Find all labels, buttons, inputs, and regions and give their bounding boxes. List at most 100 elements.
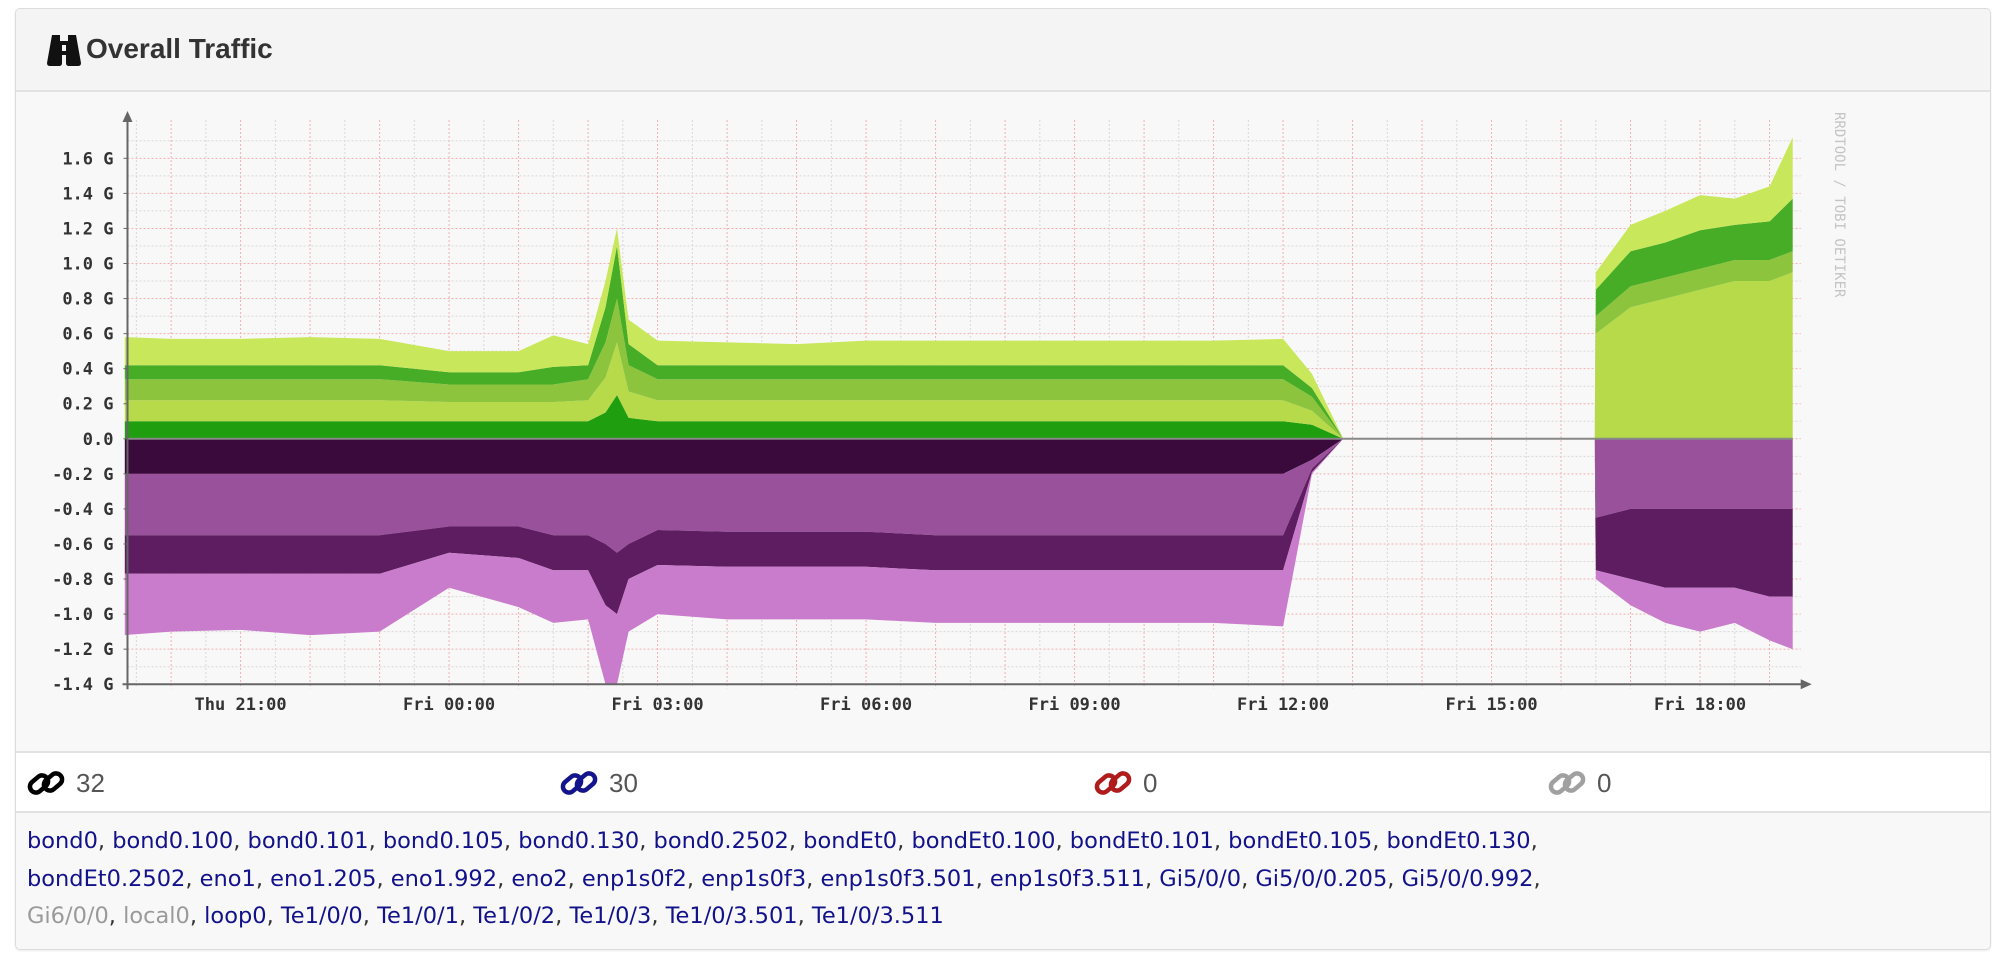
interface-link[interactable]: enp1s0f2: [581, 865, 687, 892]
y-tick-label: -1.2 G: [52, 640, 113, 660]
interface-list: bond0, bond0.100, bond0.101, bond0.105, …: [27, 823, 1541, 936]
x-tick-label: Fri 12:00: [1237, 695, 1329, 715]
stat-disabled[interactable]: 0: [1547, 767, 1611, 799]
separator: ,: [362, 903, 378, 929]
outbound-series-3-area: [124, 251, 1793, 439]
interface-link[interactable]: bond0.100: [112, 828, 234, 854]
stat-total-count: 32: [76, 767, 105, 798]
x-tick-label: Fri 18:00: [1654, 695, 1746, 715]
interface-link[interactable]: local0: [123, 903, 190, 929]
separator: ,: [897, 828, 912, 854]
separator: ,: [686, 865, 702, 892]
separator: ,: [108, 903, 124, 929]
y-tick-label: -1.4 G: [52, 675, 113, 695]
y-tick-label: 0.6 G: [62, 325, 113, 345]
port-stats-row: 32 30 0 0: [16, 751, 1990, 813]
y-tick-label: 0.4 G: [62, 360, 113, 380]
separator: ,: [975, 865, 990, 892]
stat-disabled-count: 0: [1597, 767, 1612, 798]
separator: ,: [189, 903, 205, 929]
interface-link[interactable]: Te1/0/1: [377, 903, 459, 929]
x-tick-label: Fri 09:00: [1029, 695, 1121, 715]
interface-link[interactable]: Te1/0/0: [280, 903, 363, 929]
interface-link[interactable]: Gi5/0/0.205: [1255, 865, 1388, 892]
x-tick-label: Fri 06:00: [820, 695, 912, 715]
inbound-series-4-area: [124, 438, 1793, 685]
separator: ,: [639, 828, 654, 854]
interface-link[interactable]: bondEt0.130: [1386, 828, 1531, 854]
stat-total[interactable]: 32: [26, 767, 105, 799]
y-tick-label: 1.2 G: [62, 219, 113, 239]
outbound-series-4-area: [124, 198, 1793, 439]
interface-link[interactable]: Gi5/0/0: [1159, 865, 1242, 892]
panel-title: Overall Traffic: [86, 33, 273, 64]
x-tick-label: Fri 00:00: [403, 695, 495, 715]
interface-link[interactable]: bondEt0.100: [911, 828, 1056, 854]
interface-link[interactable]: Te1/0/3.501: [665, 903, 798, 929]
outbound-series-2-area: [124, 272, 1793, 439]
y-tick-label: -0.8 G: [52, 570, 113, 590]
rrdtool-watermark: RRDTOOL / TOBI OETIKER: [1831, 112, 1847, 298]
interface-link[interactable]: bond0.101: [247, 828, 369, 854]
interface-link[interactable]: bondEt0: [803, 828, 898, 854]
separator: ,: [806, 865, 821, 892]
outbound-series-5-area: [124, 137, 1793, 439]
interface-link[interactable]: Te1/0/3: [569, 903, 652, 929]
interface-link[interactable]: bondEt0.105: [1228, 828, 1373, 854]
interface-link[interactable]: enp1s0f3.501: [820, 865, 976, 892]
interface-link[interactable]: bondEt0.101: [1069, 828, 1214, 854]
interface-link[interactable]: eno1: [199, 865, 256, 892]
interface-link[interactable]: bond0: [27, 828, 98, 854]
separator: ,: [567, 865, 582, 892]
separator: ,: [797, 903, 812, 929]
interface-link[interactable]: Gi5/0/0.992: [1401, 865, 1534, 892]
separator: ,: [233, 828, 248, 854]
interface-link[interactable]: bond0.2502: [653, 828, 789, 854]
link-icon: [560, 771, 598, 795]
x-axis-arrow: [1800, 679, 1812, 690]
y-axis-arrow: [122, 111, 133, 122]
separator: ,: [1055, 828, 1070, 854]
stat-up[interactable]: 30: [559, 767, 638, 799]
y-tick-label: 0.2 G: [62, 395, 113, 415]
interface-list-line: bondEt0.2502, eno1, eno1.205, eno1.992, …: [27, 861, 1541, 899]
interface-link[interactable]: bondEt0.2502: [27, 865, 186, 892]
interface-link[interactable]: Te1/0/2: [473, 903, 556, 929]
binoculars-icon: [47, 35, 81, 66]
interface-list-line: bond0, bond0.100, bond0.101, bond0.105, …: [27, 823, 1541, 861]
separator: ,: [458, 903, 474, 929]
traffic-graph: 1.6 G 1.4 G 1.2 G 1.0 G 0.8 G 0.6 G 0.4 G 0.2 G…: [52, 111, 1847, 715]
y-tick-label: -0.2 G: [52, 465, 113, 485]
stat-down-count: 0: [1143, 767, 1158, 798]
interface-link[interactable]: bond0.130: [518, 828, 640, 854]
y-tick-label: 0.8 G: [62, 290, 113, 310]
interface-link[interactable]: bond0.105: [382, 828, 504, 854]
interface-link[interactable]: eno2: [511, 865, 568, 892]
x-tick-label: Fri 03:00: [612, 695, 704, 715]
interface-link[interactable]: Gi6/0/0: [27, 903, 109, 929]
stat-down[interactable]: 0: [1093, 767, 1157, 799]
interface-link[interactable]: enp1s0f3: [701, 865, 807, 892]
separator: ,: [1372, 828, 1387, 854]
stat-up-count: 30: [609, 767, 638, 798]
x-tick-label: Fri 15:00: [1446, 695, 1538, 715]
separator: ,: [651, 903, 666, 929]
separator: ,: [376, 865, 391, 892]
link-icon: [27, 771, 65, 795]
interface-link[interactable]: eno1.992: [390, 865, 498, 892]
interface-link[interactable]: eno1.205: [270, 865, 377, 892]
separator: ,: [1533, 865, 1541, 892]
interface-link[interactable]: Te1/0/3.511: [811, 903, 944, 929]
separator: ,: [368, 828, 383, 854]
separator: ,: [185, 865, 200, 892]
separator: ,: [255, 865, 271, 892]
interface-link[interactable]: loop0: [204, 903, 267, 929]
separator: ,: [497, 865, 512, 892]
interface-list-line: Gi6/0/0, local0, loop0, Te1/0/0, Te1/0/1…: [27, 898, 1541, 936]
separator: ,: [97, 828, 113, 854]
y-tick-label: 0.0: [83, 430, 114, 450]
y-tick-label: 1.6 G: [62, 149, 113, 169]
x-tick-label: Thu 21:00: [195, 695, 287, 715]
interface-link[interactable]: enp1s0f3.511: [989, 865, 1145, 892]
link-icon: [1548, 771, 1586, 795]
